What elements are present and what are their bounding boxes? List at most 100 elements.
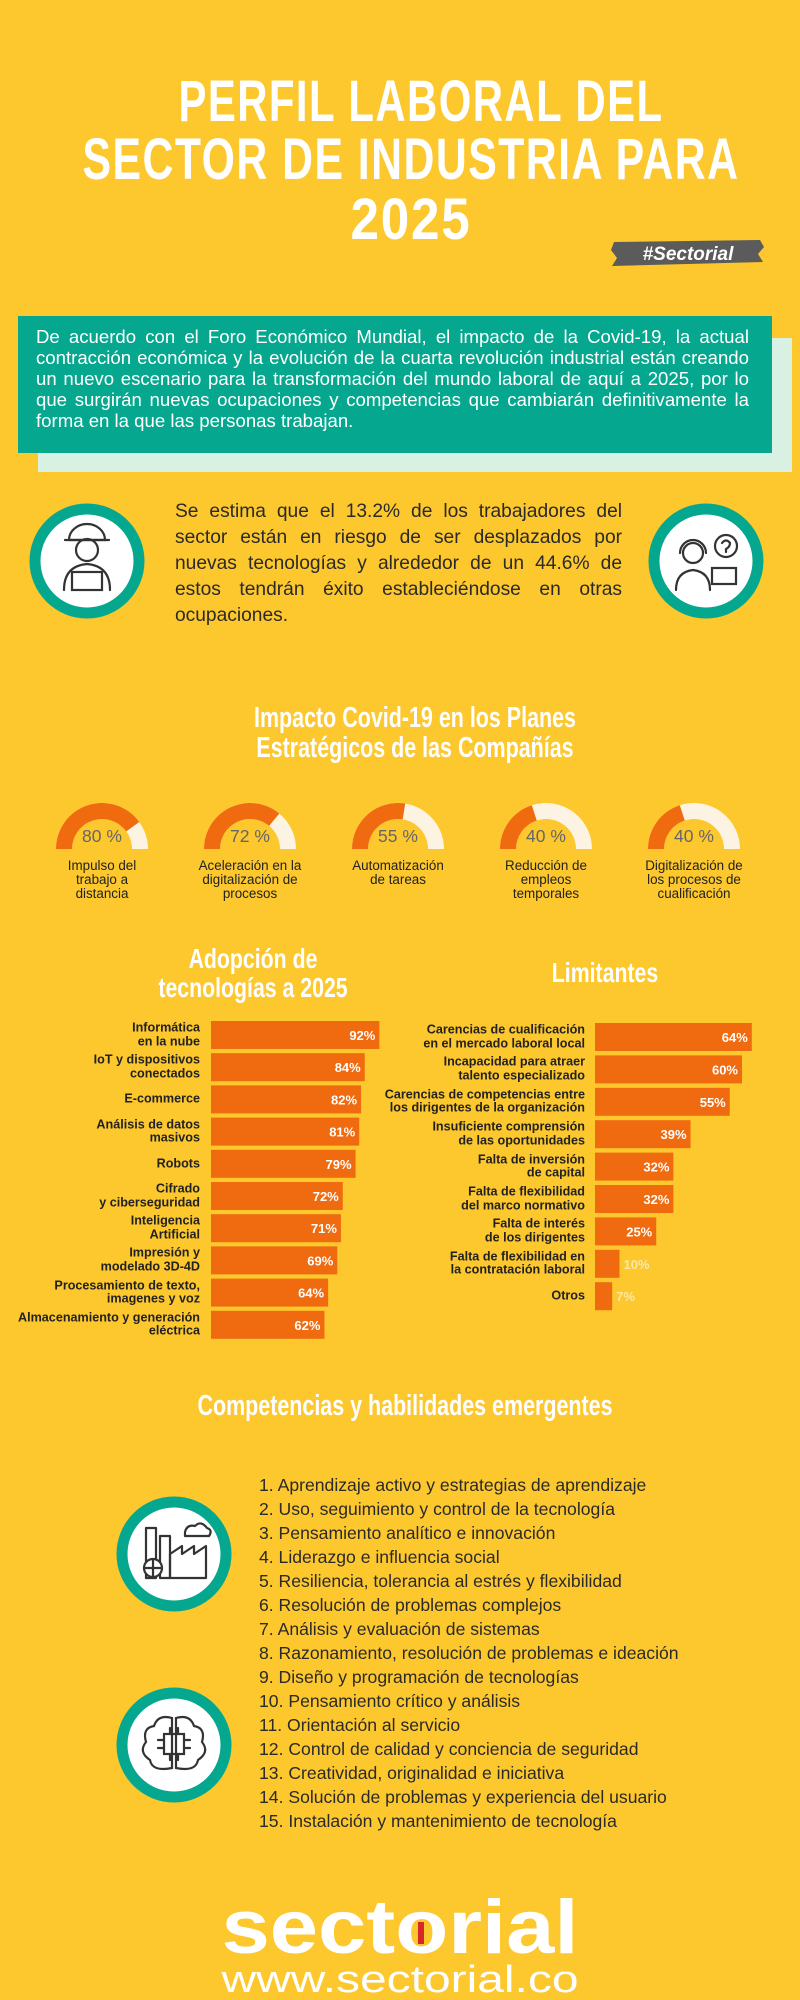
bar-category-label: Robots — [156, 1156, 200, 1171]
tag: #Sectorial — [643, 244, 735, 265]
bar-category-label: Falta de interés de los dirigentes — [484, 1216, 585, 1245]
bar-category-label: Análisis de datos masivos — [96, 1117, 200, 1145]
gauge-label: Reducción de empleos temporales — [505, 858, 587, 901]
competencia-item: 9. Diseño y programación de tecnologías — [259, 1667, 579, 1687]
competencia-item: 7. Análisis y evaluación de sistemas — [259, 1619, 540, 1639]
competencia-item: 12. Control de calidad y conciencia de s… — [259, 1739, 639, 1759]
bar — [595, 1087, 730, 1116]
competencia-item: 5. Resiliencia, tolerancia al estrés y f… — [259, 1571, 622, 1591]
bar-category-label: Incapacidad para atraer talento especial… — [443, 1054, 585, 1083]
bar-value-label: 60% — [712, 1062, 738, 1077]
gauge-label: Aceleración en la digitalización de proc… — [198, 858, 302, 901]
bar-category-label: Insuficiente comprensión de las oportuni… — [432, 1119, 585, 1148]
bar — [595, 1152, 674, 1181]
tag-banner — [611, 240, 764, 266]
gauge-arc — [204, 803, 280, 849]
bar-value-label: 82% — [331, 1092, 357, 1107]
bar-category-label: Procesamiento de texto, imagenes y voz — [54, 1278, 200, 1306]
intro-box — [18, 316, 772, 453]
bar-category-label: Carencias de cualificación en el mercado… — [423, 1022, 585, 1050]
competencia-item: 8. Razonamiento, resolución de problemas… — [259, 1643, 679, 1663]
bar — [595, 1120, 691, 1149]
section-title: Competencias y habilidades emergentes — [197, 1390, 613, 1422]
estimate-text: Se estima que el 13.2% de los trabajador… — [175, 501, 622, 626]
bar-value-label: 39% — [661, 1127, 687, 1142]
bar-category-label: Carencias de competencias entre los diri… — [384, 1087, 585, 1115]
intro-text: De acuerdo con el Foro Económico Mundial… — [36, 326, 749, 431]
factory-icon — [116, 1496, 232, 1612]
bar — [595, 1023, 752, 1051]
bar-value-label: 10% — [624, 1257, 650, 1272]
competencia-item: 1. Aprendizaje activo y estrategias de a… — [259, 1475, 647, 1495]
bar-category-label: Cifrado y ciberseguridad — [99, 1181, 200, 1209]
bar — [595, 1055, 742, 1084]
gauge-label: Digitalización de los procesos de cualif… — [645, 858, 743, 901]
bar — [211, 1278, 329, 1307]
logo-accent — [418, 1922, 424, 1944]
bar-value-label: 62% — [294, 1318, 320, 1333]
url: www.sectorial.co — [220, 1959, 578, 2000]
bar-value-label: 84% — [335, 1060, 361, 1075]
gauge-value-label: 40 % — [526, 826, 566, 846]
bar-value-label: 32% — [643, 1192, 669, 1207]
title-line: PERFIL LABORAL DEL — [179, 69, 664, 134]
gauge-label: Automatización de tareas — [352, 858, 444, 887]
bar-value-label: 79% — [326, 1157, 352, 1172]
gauge-arc — [500, 805, 537, 849]
title-line: 2025 — [351, 187, 472, 252]
bar — [211, 1310, 325, 1339]
bar — [211, 1214, 341, 1243]
competencia-item: 4. Liderazgo e influencia social — [259, 1547, 500, 1567]
competencia-item: 14. Solución de problemas y experiencia … — [259, 1787, 667, 1807]
bar-value-label: 92% — [349, 1028, 375, 1043]
bar — [211, 1021, 380, 1049]
bar-category-label: Impresión y modelado 3D-4D — [100, 1245, 200, 1274]
bar-value-label: 64% — [298, 1286, 324, 1301]
section-title: Impacto Covid-19 en los Planes Estratégi… — [253, 702, 576, 765]
competencia-item: 2. Uso, seguimiento y control de la tecn… — [259, 1499, 615, 1519]
gauge-arc — [648, 805, 685, 849]
bar — [211, 1182, 343, 1210]
brain-chip-icon — [116, 1687, 232, 1803]
bar — [211, 1117, 360, 1146]
competencia-item: 6. Resolución de problemas complejos — [259, 1595, 562, 1615]
bar-value-label: 25% — [626, 1224, 652, 1239]
bar-value-label: 81% — [329, 1125, 355, 1140]
bar-value-label: 69% — [307, 1253, 333, 1268]
competencia-item: 13. Creatividad, originalidad e iniciati… — [259, 1763, 565, 1783]
bar — [211, 1149, 356, 1178]
bar-value-label: 7% — [616, 1289, 635, 1304]
bar-category-label: Informática en la nube — [132, 1020, 200, 1048]
support-icon — [648, 503, 764, 619]
competencia-item: 11. Orientación al servicio — [259, 1715, 461, 1735]
bar-category-label: Falta de flexibilidad del marco normativ… — [461, 1184, 585, 1212]
gauge-value-label: 55 % — [378, 826, 418, 846]
bar — [595, 1282, 613, 1311]
gauge-value-label: 40 % — [674, 826, 714, 846]
gauge-arc — [352, 803, 406, 849]
bar — [211, 1053, 365, 1082]
chart-title: Adopción de tecnologías a 2025 — [158, 943, 348, 1004]
bar-value-label: 32% — [643, 1160, 669, 1175]
gauge-arc — [56, 802, 140, 849]
gauge-value-label: 72 % — [230, 826, 270, 846]
bar-category-label: E-commerce — [124, 1091, 200, 1106]
gauge-value-label: 80 % — [82, 826, 122, 846]
title-line: SECTOR DE INDUSTRIA PARA — [83, 127, 740, 192]
bar-category-label: Otros — [551, 1288, 585, 1303]
bar — [595, 1185, 674, 1213]
bar-value-label: 72% — [313, 1189, 339, 1204]
worker-icon — [29, 503, 145, 619]
bar-category-label: Falta de flexibilidad en la contratación… — [449, 1249, 585, 1277]
bar — [211, 1246, 338, 1275]
bar-value-label: 64% — [722, 1030, 748, 1045]
competencia-item: 15. Instalación y mantenimiento de tecno… — [259, 1811, 617, 1831]
bar-category-label: Falta de inversión de capital — [477, 1152, 585, 1180]
competencia-item: 10. Pensamiento crítico y análisis — [259, 1691, 521, 1711]
chart-title: Limitantes — [551, 957, 659, 988]
bar-category-label: Almacenamiento y generación eléctrica — [18, 1310, 200, 1338]
bar — [211, 1085, 362, 1114]
bar — [595, 1249, 620, 1278]
